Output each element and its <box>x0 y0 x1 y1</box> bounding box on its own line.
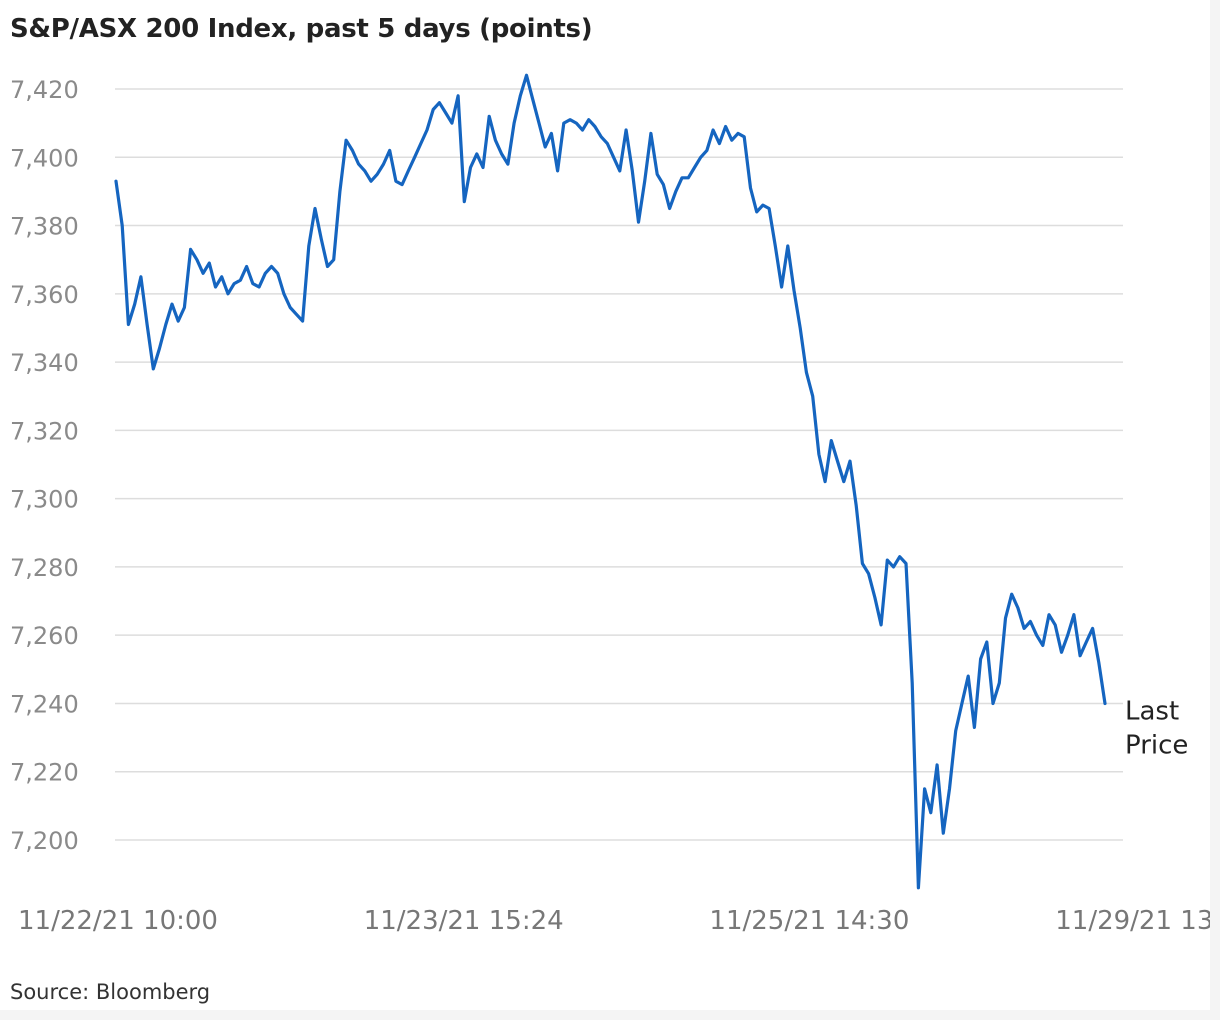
x-tick-label: 11/29/21 13:36 <box>1055 906 1210 936</box>
y-tick-label: 7,420 <box>10 76 79 104</box>
x-tick-label: 11/25/21 14:30 <box>709 906 909 936</box>
x-tick-label: 11/22/21 10:00 <box>18 906 218 936</box>
y-tick-label: 7,260 <box>10 622 79 650</box>
y-tick-label: 7,400 <box>10 144 79 172</box>
chart-source: Source: Bloomberg <box>10 980 211 1004</box>
y-tick-label: 7,360 <box>10 281 79 309</box>
y-tick-label: 7,220 <box>10 759 79 787</box>
y-tick-label: 7,340 <box>10 349 79 377</box>
last-price-label: Last <box>1125 696 1179 726</box>
y-tick-label: 7,200 <box>10 827 79 855</box>
y-tick-label: 7,380 <box>10 213 79 241</box>
y-tick-label: 7,300 <box>10 486 79 514</box>
series-line <box>114 73 1107 890</box>
x-tick-label: 11/23/21 15:24 <box>364 906 564 936</box>
y-tick-label: 7,320 <box>10 417 79 445</box>
y-tick-label: 7,240 <box>10 690 79 718</box>
chart-title: S&P/ASX 200 Index, past 5 days (points) <box>10 14 593 44</box>
last-price-label: Price <box>1125 730 1188 760</box>
y-tick-label: 7,280 <box>10 554 79 582</box>
